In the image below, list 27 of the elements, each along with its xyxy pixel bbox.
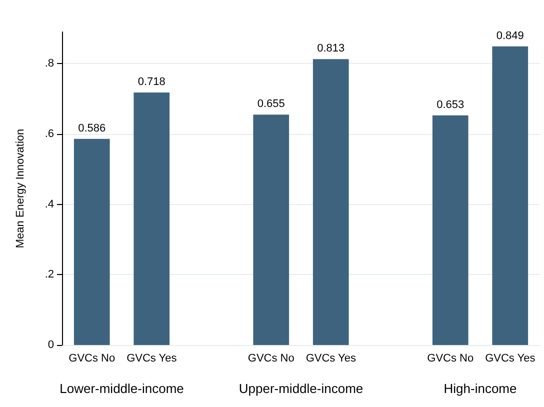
x-tick-label: GVCs No: [427, 352, 474, 364]
y-tick-label: .6: [44, 128, 54, 140]
bar: [74, 138, 110, 345]
y-tick-label: .4: [44, 198, 54, 210]
text: High-income: [444, 381, 517, 396]
x-tick-label: GVCs Yes: [126, 352, 178, 364]
data-label: 0.849: [496, 30, 524, 42]
x-tick-label: GVCs No: [68, 352, 116, 364]
y-axis-title: Mean Energy Innovation: [14, 128, 26, 248]
x-tick-label: GVCs Yes: [306, 352, 356, 364]
y-tick-label: 0: [48, 339, 54, 351]
bar: [134, 92, 170, 345]
text: Lower-middle-income: [60, 381, 184, 396]
data-label: 0.813: [317, 42, 345, 55]
x-tick-label: GVCs No: [248, 352, 294, 364]
bar: [432, 115, 468, 345]
bar: [253, 114, 290, 345]
bar: [312, 59, 349, 345]
y-tick-label: .8: [44, 58, 54, 70]
data-label: 0.653: [436, 98, 464, 111]
y-tick-label: .2: [44, 268, 54, 281]
data-label: 0.718: [138, 76, 166, 88]
x-tick-label: GVCs Yes: [485, 352, 536, 364]
text: Upper-middle-income: [238, 381, 364, 396]
data-label: 0.586: [78, 122, 106, 134]
bar: [492, 46, 528, 345]
data-label: 0.655: [257, 98, 285, 110]
